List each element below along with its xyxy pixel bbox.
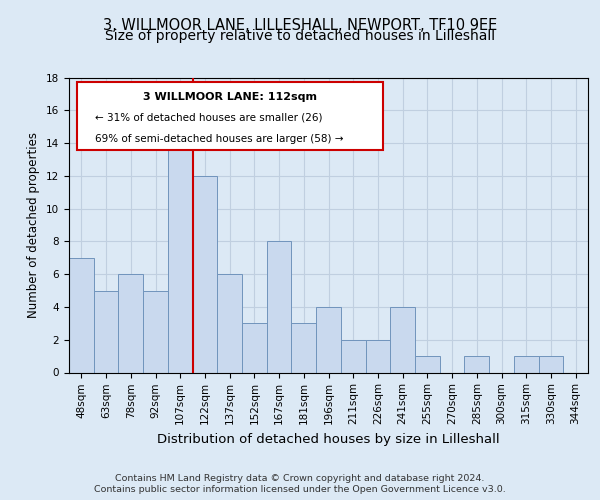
Text: Contains HM Land Registry data © Crown copyright and database right 2024.: Contains HM Land Registry data © Crown c…	[115, 474, 485, 483]
Text: ← 31% of detached houses are smaller (26): ← 31% of detached houses are smaller (26…	[95, 113, 322, 123]
Bar	[143, 290, 168, 372]
Bar	[94, 290, 118, 372]
Bar	[168, 143, 193, 372]
Bar	[267, 242, 292, 372]
Y-axis label: Number of detached properties: Number of detached properties	[28, 132, 40, 318]
Bar	[514, 356, 539, 372]
Text: 69% of semi-detached houses are larger (58) →: 69% of semi-detached houses are larger (…	[95, 134, 343, 143]
Bar	[69, 258, 94, 372]
Bar	[316, 307, 341, 372]
Bar	[118, 274, 143, 372]
Bar	[464, 356, 489, 372]
X-axis label: Distribution of detached houses by size in Lilleshall: Distribution of detached houses by size …	[157, 432, 500, 446]
Bar	[193, 176, 217, 372]
Text: Size of property relative to detached houses in Lilleshall: Size of property relative to detached ho…	[105, 29, 495, 43]
Bar	[390, 307, 415, 372]
FancyBboxPatch shape	[77, 82, 383, 150]
Text: 3, WILLMOOR LANE, LILLESHALL, NEWPORT, TF10 9EE: 3, WILLMOOR LANE, LILLESHALL, NEWPORT, T…	[103, 18, 497, 32]
Bar	[242, 324, 267, 372]
Text: 3 WILLMOOR LANE: 112sqm: 3 WILLMOOR LANE: 112sqm	[143, 92, 317, 102]
Bar	[341, 340, 365, 372]
Bar	[539, 356, 563, 372]
Text: Contains public sector information licensed under the Open Government Licence v3: Contains public sector information licen…	[94, 485, 506, 494]
Bar	[365, 340, 390, 372]
Bar	[217, 274, 242, 372]
Bar	[292, 324, 316, 372]
Bar	[415, 356, 440, 372]
